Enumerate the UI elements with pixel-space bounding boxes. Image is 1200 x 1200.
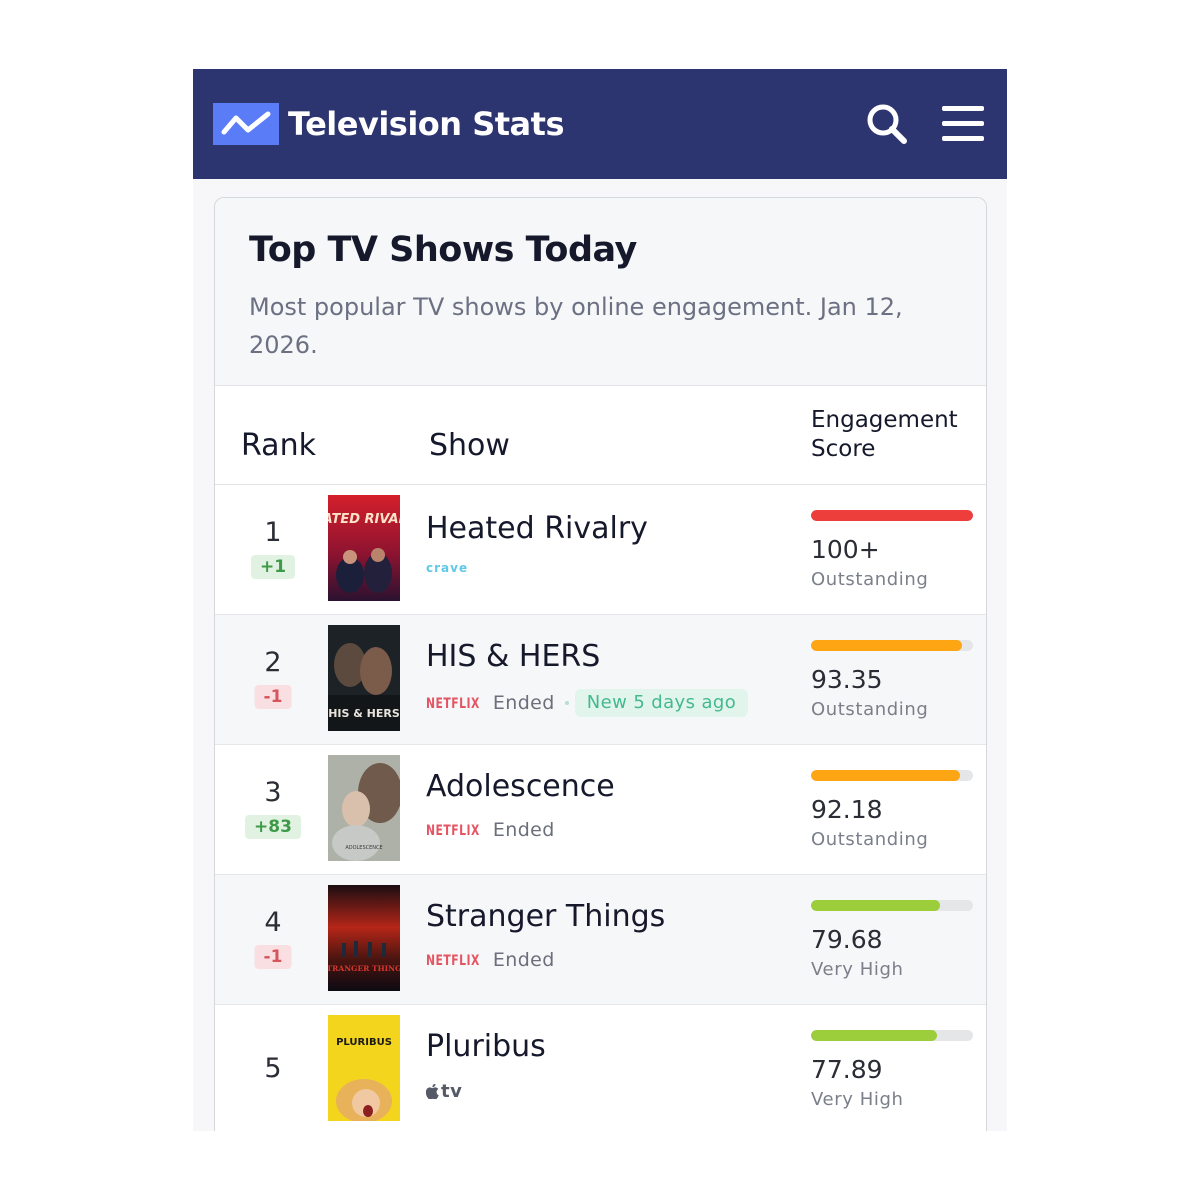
column-header-show[interactable]: Show (429, 428, 510, 463)
network-apple-tv-logo: tv (426, 1081, 462, 1102)
svg-text:STRANGER THINGS: STRANGER THINGS (328, 964, 400, 973)
pluribus-poster[interactable]: PLURIBUS (328, 1015, 400, 1121)
show-status: Ended (492, 692, 555, 714)
rank-change-badge: +83 (245, 815, 301, 839)
stranger-things-poster[interactable]: STRANGER THINGS (328, 885, 400, 991)
engagement-bar-fill (811, 770, 961, 781)
rank-number: 5 (264, 1053, 282, 1084)
engagement-score: 100+ (811, 535, 880, 564)
svg-text:ADOLESCENCE: ADOLESCENCE (345, 845, 382, 851)
engagement-bar (811, 900, 973, 911)
network-label: tv (441, 1081, 463, 1102)
engagement-score: 77.89 (811, 1055, 883, 1084)
engagement-score: 79.68 (811, 925, 883, 954)
network-netflix-logo: NETFLIX (426, 694, 480, 712)
show-title[interactable]: Heated Rivalry (426, 511, 648, 546)
engagement-tier: Very High (811, 959, 904, 980)
engagement-bar-fill (811, 640, 963, 651)
table-row[interactable]: 5 PLURIBUS Pluribus tv (215, 1005, 986, 1131)
his-and-hers-poster[interactable]: HIS & HERS (328, 625, 400, 731)
rank-number: 1 (264, 517, 282, 548)
show-meta: NETFLIX Ended (426, 819, 555, 841)
engagement-bar-fill (811, 900, 941, 911)
hamburger-menu-icon[interactable] (941, 104, 985, 144)
rank-change-badge: +1 (250, 555, 296, 579)
new-episode-badge: New 5 days ago (574, 689, 749, 717)
column-header-rank[interactable]: Rank (241, 428, 316, 463)
show-status: Ended (492, 949, 555, 971)
table-row[interactable]: 2 -1 HIS & HERS HIS & HERS NETFLIX Ended… (215, 615, 986, 745)
trend-line-icon[interactable] (213, 103, 279, 145)
show-meta: tv (426, 1081, 462, 1102)
engagement-bar (811, 640, 973, 651)
column-header-engagement-score[interactable]: Engagement Score (811, 407, 958, 462)
network-netflix-logo: NETFLIX (426, 821, 480, 839)
engagement-bar (811, 770, 973, 781)
rank-number: 4 (264, 907, 282, 938)
show-title[interactable]: Stranger Things (426, 899, 666, 934)
phone-screen: Television Stats Top TV Shows Today Most… (193, 69, 1007, 1131)
engagement-score: 93.35 (811, 665, 883, 694)
engagement-score: 92.18 (811, 795, 883, 824)
rank-number: 2 (264, 647, 282, 678)
table-row[interactable]: 1 +1 HEATED RIVALRY Heated R (215, 485, 986, 615)
table-header: Rank Show Engagement Score (215, 386, 986, 485)
rank-change-badge: -1 (254, 945, 292, 969)
show-status: Ended (492, 819, 555, 841)
show-meta: crave (426, 561, 468, 575)
show-title[interactable]: Adolescence (426, 769, 615, 804)
separator-dot (564, 701, 569, 705)
engagement-tier: Outstanding (811, 699, 929, 720)
svg-text:HEATED RIVALRY: HEATED RIVALRY (328, 512, 400, 527)
svg-text:HIS & HERS: HIS & HERS (328, 707, 400, 720)
engagement-tier: Outstanding (811, 569, 929, 590)
card-header: Top TV Shows Today Most popular TV shows… (215, 198, 986, 386)
top-navigation-bar: Television Stats (193, 69, 1007, 179)
svg-text:PLURIBUS: PLURIBUS (336, 1037, 392, 1048)
network-crave-logo: crave (426, 561, 469, 575)
engagement-tier: Outstanding (811, 829, 929, 850)
page-title: Top TV Shows Today (249, 230, 637, 270)
table-row[interactable]: 3 +83 ADOLESCENCE Adolescence NETFLIX En… (215, 745, 986, 875)
show-title[interactable]: HIS & HERS (426, 639, 601, 674)
engagement-bar (811, 1030, 973, 1041)
engagement-bar-fill (811, 1030, 938, 1041)
engagement-bar-fill (811, 510, 973, 521)
rank-change-badge: -1 (254, 685, 292, 709)
engagement-tier: Very High (811, 1089, 904, 1110)
top-shows-card: Top TV Shows Today Most popular TV shows… (214, 197, 987, 1131)
apple-icon (426, 1084, 439, 1099)
page-subtitle: Most popular TV shows by online engageme… (249, 293, 903, 359)
show-title[interactable]: Pluribus (426, 1029, 546, 1064)
heated-rivalry-poster[interactable]: HEATED RIVALRY (328, 495, 400, 601)
rank-number: 3 (264, 777, 282, 808)
show-meta: NETFLIX Ended New 5 days ago (426, 689, 749, 717)
engagement-bar (811, 510, 973, 521)
table-row[interactable]: 4 -1 STRANGER THINGS Strange (215, 875, 986, 1005)
adolescence-poster[interactable]: ADOLESCENCE (328, 755, 400, 861)
search-icon[interactable] (865, 102, 909, 146)
brand-name[interactable]: Television Stats (288, 105, 564, 143)
show-meta: NETFLIX Ended (426, 949, 555, 971)
network-netflix-logo: NETFLIX (426, 951, 480, 969)
